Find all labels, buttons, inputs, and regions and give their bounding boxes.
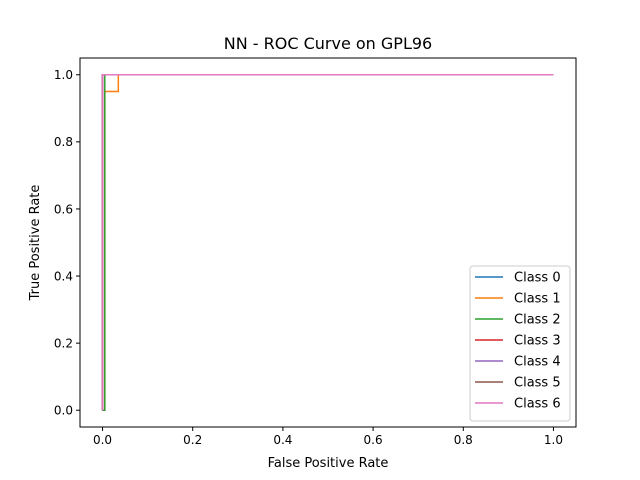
x-tick-label: 0.6 — [364, 433, 383, 447]
x-axis-label: False Positive Rate — [268, 456, 389, 471]
legend-label-class-6: Class 6 — [514, 397, 561, 412]
legend-label-class-1: Class 1 — [514, 292, 561, 307]
y-tick-label: 0.2 — [54, 336, 73, 350]
x-tick-label: 1.0 — [544, 433, 563, 447]
series-line-class-6 — [101, 74, 554, 411]
chart-title: NN - ROC Curve on GPL96 — [224, 34, 432, 53]
x-tick-label: 0.4 — [273, 433, 292, 447]
legend-label-class-5: Class 5 — [514, 376, 561, 391]
y-axis-label: True Positive Rate — [28, 185, 43, 302]
legend: Class 0 Class 1 Class 2 Class 3 Class 4 Class… — [469, 265, 571, 422]
y-tick-label: 0.4 — [54, 269, 73, 283]
legend-label-class-0: Class 0 — [514, 271, 561, 286]
legend-label-class-4: Class 4 — [514, 355, 561, 370]
legend-label-class-3: Class 3 — [514, 334, 561, 349]
y-tick-label: 0.6 — [54, 202, 73, 216]
x-tick-label: 0.2 — [183, 433, 202, 447]
y-axis: 0.0 0.2 0.4 0.6 0.8 1.0 — [54, 68, 80, 418]
x-axis: 0.0 0.2 0.4 0.6 0.8 1.0 — [93, 427, 563, 447]
plot-frame — [79, 57, 577, 428]
x-tick-label: 0.0 — [93, 433, 112, 447]
plot-lines — [101, 74, 554, 411]
x-tick-label: 0.8 — [454, 433, 473, 447]
y-tick-label: 0.8 — [54, 135, 73, 149]
y-tick-label: 1.0 — [54, 68, 73, 82]
legend-label-class-2: Class 2 — [514, 313, 561, 328]
y-tick-label: 0.0 — [54, 404, 73, 418]
